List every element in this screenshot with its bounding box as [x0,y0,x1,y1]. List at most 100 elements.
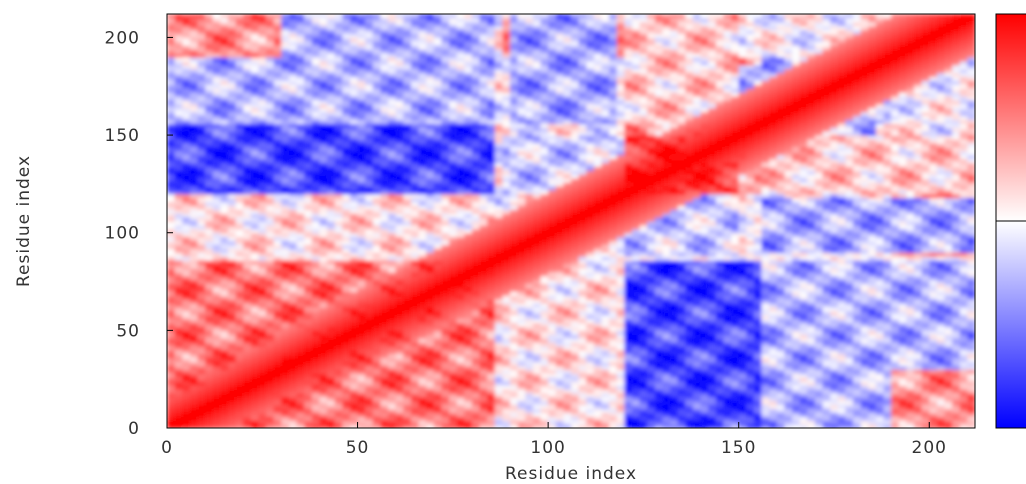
heatmap-cell [235,14,244,19]
heatmap-cell [266,353,275,359]
heatmap-cell [365,205,374,210]
heatmap-cell [235,181,244,187]
heatmap-cell [441,404,450,410]
heatmap-cell [212,209,221,214]
heatmap-cell [266,181,275,187]
heatmap-cell [525,377,534,382]
heatmap-cell [258,25,267,31]
heatmap-cell [189,80,199,85]
heatmap-cell [288,17,298,23]
heatmap-cell [464,400,473,406]
heatmap-cell [380,244,389,249]
heatmap-cell [410,412,420,417]
heatmap-cell [494,14,503,19]
heatmap-cell [395,72,404,78]
heatmap-cell [349,369,359,374]
heatmap-cell [510,162,519,167]
heatmap-cell [250,185,260,191]
heatmap-cell [365,322,374,328]
heatmap-cell [449,119,458,124]
heatmap-cell [479,388,488,394]
heatmap-cell [205,68,214,74]
heatmap-cell [235,142,244,148]
heatmap-cell [395,205,404,210]
heatmap-cell [327,291,336,296]
heatmap-cell [227,80,237,85]
heatmap-cell [464,92,473,97]
heatmap-cell [357,408,366,413]
heatmap-cell [403,189,412,195]
heatmap-cell [342,342,351,347]
heatmap-cell [334,80,343,85]
heatmap-cell [220,271,229,277]
heatmap-cell [510,111,519,117]
heatmap-cell [372,388,382,394]
heatmap-cell [197,103,206,109]
heatmap-cell [456,174,465,179]
heatmap-cell [235,240,244,246]
heatmap-cell [258,217,267,222]
heatmap-cell [250,342,260,347]
heatmap-cell [227,279,237,285]
heatmap-cell [266,17,275,23]
heatmap-cell [502,221,511,226]
heatmap-cell [410,338,420,343]
heatmap-cell [266,252,275,257]
heatmap-cell [288,369,298,374]
heatmap-cell [304,197,313,203]
heatmap-cell [517,267,526,273]
heatmap-cell [327,228,336,234]
heatmap-cell [479,224,488,230]
heatmap-cell [220,287,229,292]
heatmap-cell [197,213,206,218]
heatmap-cell [319,361,328,367]
heatmap-cell [304,205,313,210]
heatmap-cell [182,53,191,58]
heatmap-cell [243,88,252,93]
heatmap-cell [174,306,183,312]
heatmap-cell [487,228,496,234]
heatmap-cell [189,221,199,226]
heatmap-cell [189,318,199,324]
heatmap-cell [212,228,221,234]
heatmap-cell [380,17,389,23]
heatmap-cell [517,256,526,261]
heatmap-cell [227,21,237,27]
heatmap-cell [410,306,420,312]
heatmap-cell [258,99,267,105]
heatmap-cell [174,53,183,58]
heatmap-cell [487,306,496,312]
heatmap-cell [182,236,191,242]
heatmap-cell [403,279,412,285]
heatmap-cell [258,56,267,62]
heatmap-cell [403,162,412,167]
heatmap-cell [395,150,404,156]
heatmap-cell [410,361,420,367]
heatmap-cell [410,322,420,328]
heatmap-cell [388,232,397,238]
heatmap-cell [349,322,359,328]
heatmap-cell [227,162,237,167]
heatmap-cell [410,142,420,148]
heatmap-cell [380,115,389,121]
heatmap-cell [388,420,397,425]
heatmap-cell [243,424,252,428]
heatmap-cell [235,252,244,257]
heatmap-cell [464,365,473,371]
heatmap-cell [479,310,488,316]
heatmap-cell [235,306,244,312]
heatmap-cell [464,373,473,378]
heatmap-cell [365,49,374,54]
heatmap-cell [449,25,458,31]
heatmap-cell [212,248,221,253]
heatmap-cell [449,365,458,371]
heatmap-cell [197,271,206,277]
heatmap-cell [296,306,305,312]
heatmap-cell [258,228,267,234]
heatmap-cell [235,45,244,50]
heatmap-cell [449,17,458,23]
heatmap-cell [456,88,465,93]
heatmap-cell [342,135,351,140]
heatmap-cell [517,158,526,164]
heatmap-cell [243,170,252,175]
